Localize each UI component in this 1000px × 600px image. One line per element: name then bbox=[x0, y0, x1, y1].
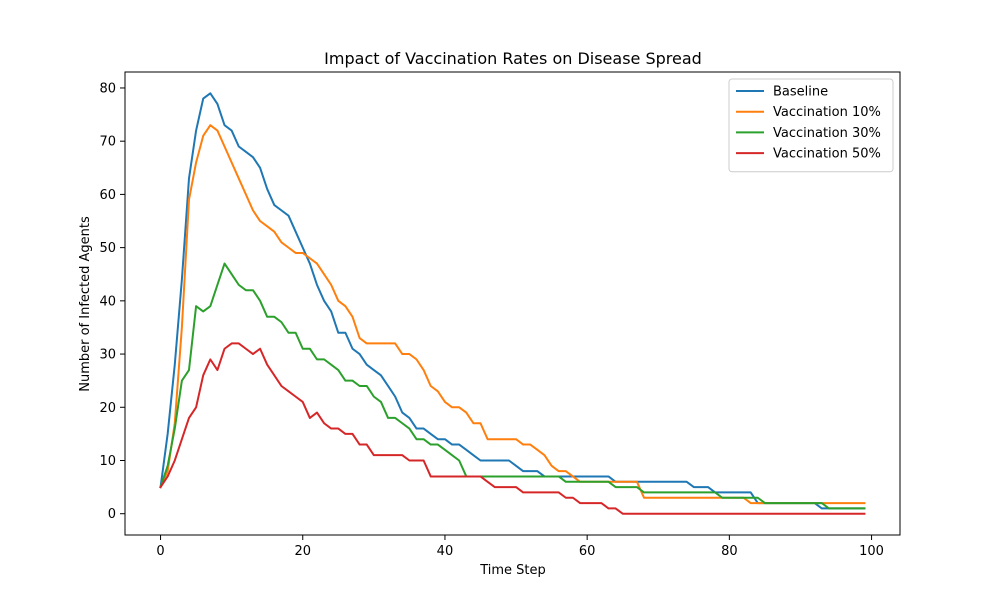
x-tick-label: 40 bbox=[437, 544, 454, 559]
y-tick-label: 30 bbox=[99, 348, 116, 363]
chart-title: Impact of Vaccination Rates on Disease S… bbox=[324, 49, 702, 68]
y-tick-label: 40 bbox=[99, 294, 116, 309]
y-tick-label: 70 bbox=[99, 135, 116, 150]
y-axis-title: Number of Infected Agents bbox=[78, 216, 93, 392]
x-tick-label: 0 bbox=[156, 544, 164, 559]
x-axis-title: Time Step bbox=[479, 563, 546, 578]
plot-area: 0 20 40 60 80 100 0 10 20 30 40 50 60 70 80 bbox=[99, 71, 901, 559]
y-tick-label: 50 bbox=[99, 241, 116, 256]
series-line-3 bbox=[159, 342, 866, 515]
x-tick-label: 20 bbox=[294, 544, 311, 559]
series-line-1 bbox=[159, 124, 866, 505]
legend-label-3: Vaccination 50% bbox=[773, 147, 881, 162]
plot-frame bbox=[124, 71, 901, 536]
legend: Baseline Vaccination 10% Vaccination 30% Va… bbox=[728, 78, 894, 173]
y-tick-label: 20 bbox=[99, 401, 116, 416]
legend-box bbox=[728, 78, 894, 173]
y-tick-label: 60 bbox=[99, 188, 116, 203]
x-tick-label: 60 bbox=[579, 544, 596, 559]
legend-label-1: Vaccination 10% bbox=[773, 105, 881, 120]
y-tick-label: 10 bbox=[99, 454, 116, 469]
x-tick-label: 100 bbox=[859, 544, 884, 559]
series-line-0 bbox=[159, 92, 866, 510]
x-tick-label: 80 bbox=[721, 544, 738, 559]
legend-label-2: Vaccination 30% bbox=[773, 126, 881, 141]
series-line-2 bbox=[159, 262, 866, 510]
legend-label-0: Baseline bbox=[773, 85, 828, 100]
y-tick-label: 0 bbox=[108, 507, 116, 522]
y-tick-label: 80 bbox=[99, 81, 116, 96]
